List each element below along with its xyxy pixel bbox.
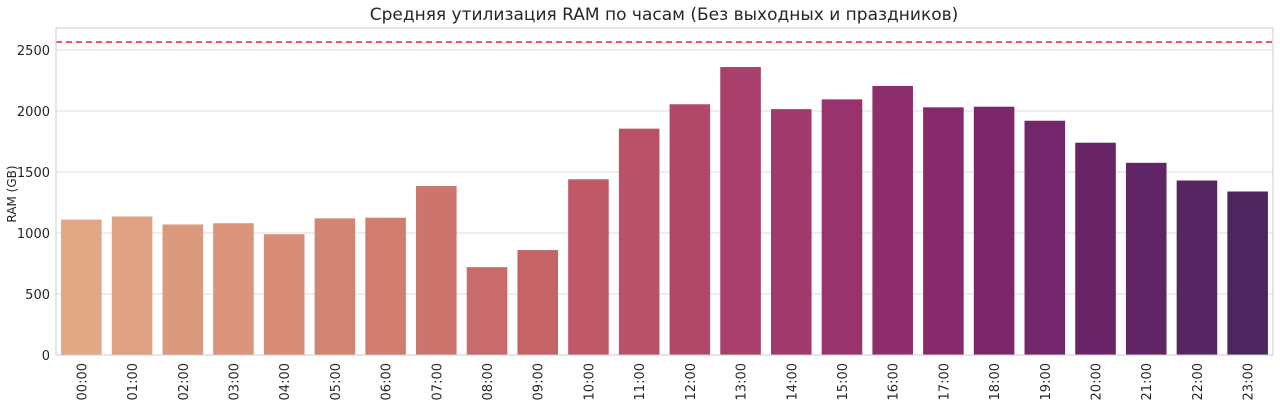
bar-0800 xyxy=(466,267,508,355)
bar-1600 xyxy=(872,85,913,355)
bar-0100 xyxy=(111,216,153,355)
x-tick-label: 04:00 xyxy=(278,363,293,400)
x-tick-label: 20:00 xyxy=(1090,363,1105,400)
bar-1700 xyxy=(923,107,964,356)
bar-2200 xyxy=(1176,180,1218,355)
bar-2300 xyxy=(1227,191,1268,355)
bar-1500 xyxy=(821,99,863,356)
x-tick-label: 17:00 xyxy=(937,363,952,400)
x-tick-label: 07:00 xyxy=(430,363,445,400)
x-tick-label: 14:00 xyxy=(785,363,800,400)
bar-0000 xyxy=(61,219,102,355)
x-tick-label: 06:00 xyxy=(380,363,395,400)
bar-1000 xyxy=(568,179,609,355)
y-tick-label: 500 xyxy=(25,288,50,303)
bar-1300 xyxy=(720,67,761,356)
bar-0700 xyxy=(416,186,457,355)
y-tick-label: 2000 xyxy=(17,105,50,120)
x-tick-label: 21:00 xyxy=(1140,363,1155,400)
chart-title: Средняя утилизация RAM по часам (Без вых… xyxy=(370,5,959,25)
x-tick-label: 01:00 xyxy=(126,363,141,400)
x-tick-label: 08:00 xyxy=(481,363,496,400)
x-tick-label: 02:00 xyxy=(177,363,192,400)
bars xyxy=(61,67,1268,356)
x-tick-label: 19:00 xyxy=(1039,363,1054,400)
x-tick-label: 00:00 xyxy=(75,363,90,400)
y-tick-label: 1000 xyxy=(17,227,50,242)
y-tick-labels: 0 500 1000 1500 2000 2500 xyxy=(17,44,50,364)
x-tick-label: 23:00 xyxy=(1242,363,1257,400)
bar-1800 xyxy=(973,106,1015,356)
x-tick-label: 11:00 xyxy=(633,363,648,400)
y-axis-label: RAM (GB) xyxy=(5,165,19,222)
x-tick-label: 09:00 xyxy=(532,363,547,400)
bar-0900 xyxy=(517,250,559,355)
bar-2000 xyxy=(1075,142,1116,355)
x-tick-label: 13:00 xyxy=(735,363,750,400)
bar-0400 xyxy=(263,234,305,355)
bar-1200 xyxy=(669,104,711,355)
x-tick-label: 03:00 xyxy=(227,363,242,400)
x-tick-label: 15:00 xyxy=(836,363,851,400)
bar-0200 xyxy=(162,224,204,355)
plot-frame xyxy=(55,27,1274,356)
y-tick-label: 0 xyxy=(42,349,50,364)
x-tick-label: 12:00 xyxy=(684,363,699,400)
bar-0500 xyxy=(314,218,356,355)
bar-1400 xyxy=(770,109,812,355)
bar-0600 xyxy=(365,217,406,355)
y-tick-label: 2500 xyxy=(17,44,50,59)
bar-1100 xyxy=(618,128,660,355)
x-tick-label: 10:00 xyxy=(582,363,597,400)
x-tick-label: 16:00 xyxy=(887,363,902,400)
bar-0300 xyxy=(213,223,254,355)
bar-1900 xyxy=(1024,120,1066,355)
x-tick-labels: 00:00 01:00 02:00 03:00 04:00 05:00 06:00 07:00… xyxy=(75,363,1256,400)
y-tick-label: 1500 xyxy=(17,166,50,181)
x-tick-label: 22:00 xyxy=(1191,363,1206,400)
bar-2100 xyxy=(1125,162,1167,355)
x-tick-label: 05:00 xyxy=(329,363,344,400)
x-tick-label: 18:00 xyxy=(988,363,1003,400)
